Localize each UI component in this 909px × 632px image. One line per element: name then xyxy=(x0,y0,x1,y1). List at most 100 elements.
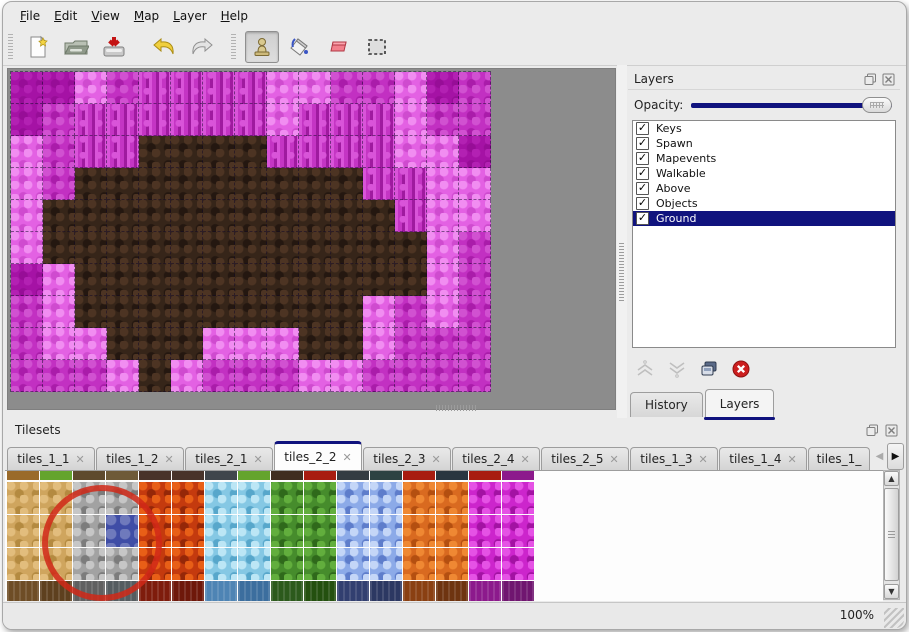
map-tile[interactable] xyxy=(395,72,427,104)
tileset-tile[interactable] xyxy=(7,471,39,480)
map-tile[interactable] xyxy=(75,104,107,136)
close-tab-icon[interactable]: ✕ xyxy=(342,450,352,464)
map-tile[interactable] xyxy=(395,232,427,264)
map-tile[interactable] xyxy=(107,72,139,104)
map-tile[interactable] xyxy=(331,168,363,200)
map-tile[interactable] xyxy=(171,296,203,328)
map-tile[interactable] xyxy=(171,264,203,296)
map-tile[interactable] xyxy=(235,168,267,200)
map-tile[interactable] xyxy=(139,136,171,168)
map-tile[interactable] xyxy=(427,328,459,360)
map-tile[interactable] xyxy=(139,328,171,360)
tileset-tile[interactable] xyxy=(304,548,336,580)
tileset-tile[interactable] xyxy=(139,482,171,514)
tileset-tile[interactable] xyxy=(436,548,468,580)
tileset-tile[interactable] xyxy=(403,581,435,601)
tileset-tile[interactable] xyxy=(106,581,138,601)
menu-edit[interactable]: Edit xyxy=(54,8,78,23)
tileset-tile[interactable] xyxy=(271,581,303,601)
map-tile[interactable] xyxy=(395,104,427,136)
map-tile[interactable] xyxy=(299,264,331,296)
tileset-tile[interactable] xyxy=(205,482,237,514)
map-tile[interactable] xyxy=(11,360,43,392)
float-panel-icon[interactable] xyxy=(866,424,879,437)
close-tab-icon[interactable]: ✕ xyxy=(431,452,441,466)
stamp-tool-button[interactable] xyxy=(245,31,279,63)
delete-layer-button[interactable] xyxy=(728,357,754,381)
new-file-button[interactable] xyxy=(22,32,54,62)
map-tile[interactable] xyxy=(395,360,427,392)
layer-row-above[interactable]: ✓ Above xyxy=(633,181,895,196)
tileset-tile[interactable] xyxy=(337,471,369,480)
map-tile[interactable] xyxy=(299,296,331,328)
map-tile[interactable] xyxy=(203,296,235,328)
map-tile[interactable] xyxy=(171,232,203,264)
map-tile[interactable] xyxy=(459,72,491,104)
map-tile[interactable] xyxy=(139,200,171,232)
menu-map[interactable]: Map xyxy=(133,8,160,23)
tileset-tab-tiles_2_3[interactable]: tiles_2_3 ✕ xyxy=(363,447,451,470)
map-tile[interactable] xyxy=(299,168,331,200)
map-tile[interactable] xyxy=(267,136,299,168)
tileset-tab-tiles_2_4[interactable]: tiles_2_4 ✕ xyxy=(452,447,540,470)
tileset-tile[interactable] xyxy=(205,548,237,580)
tileset-tile[interactable] xyxy=(139,471,171,480)
tileset-tile[interactable] xyxy=(73,548,105,580)
map-tile[interactable] xyxy=(267,104,299,136)
map-tile[interactable] xyxy=(363,264,395,296)
tileset-content[interactable] xyxy=(5,470,883,601)
tileset-tile[interactable] xyxy=(304,482,336,514)
tileset-tab-tiles_2_2[interactable]: tiles_2_2 ✕ xyxy=(274,441,362,470)
map-tile[interactable] xyxy=(363,232,395,264)
float-panel-icon[interactable] xyxy=(864,73,877,86)
save-button[interactable] xyxy=(98,32,130,62)
tileset-tile[interactable] xyxy=(436,515,468,547)
map-tile[interactable] xyxy=(43,264,75,296)
tileset-tile[interactable] xyxy=(502,471,534,480)
map-tile[interactable] xyxy=(43,72,75,104)
map-tile[interactable] xyxy=(299,328,331,360)
map-tile[interactable] xyxy=(331,296,363,328)
tileset-tile[interactable] xyxy=(337,581,369,601)
tileset-tile[interactable] xyxy=(7,548,39,580)
map-tile[interactable] xyxy=(43,200,75,232)
menu-file[interactable]: File xyxy=(20,8,41,23)
tileset-tile[interactable] xyxy=(139,515,171,547)
map-tile[interactable] xyxy=(75,328,107,360)
map-tile[interactable] xyxy=(235,200,267,232)
horizontal-splitter-grip[interactable] xyxy=(436,405,478,411)
tileset-tile[interactable] xyxy=(271,515,303,547)
map-tile[interactable] xyxy=(363,136,395,168)
tileset-tile[interactable] xyxy=(106,471,138,480)
scroll-tabs-right-icon[interactable]: ▶ xyxy=(887,443,904,470)
menu-view[interactable]: View xyxy=(91,8,120,23)
layer-row-keys[interactable]: ✓ Keys xyxy=(633,121,895,136)
tileset-tile[interactable] xyxy=(238,471,270,480)
map-tile[interactable] xyxy=(107,200,139,232)
tileset-tile[interactable] xyxy=(436,581,468,601)
map-tile[interactable] xyxy=(235,104,267,136)
map-tile[interactable] xyxy=(299,136,331,168)
tileset-tile[interactable] xyxy=(337,515,369,547)
map-tile[interactable] xyxy=(75,72,107,104)
map-tile[interactable] xyxy=(43,104,75,136)
tileset-tile[interactable] xyxy=(172,548,204,580)
map-tile[interactable] xyxy=(107,328,139,360)
map-tile[interactable] xyxy=(171,136,203,168)
layer-checkbox[interactable]: ✓ xyxy=(636,136,649,150)
tileset-tab-tiles_1_3[interactable]: tiles_1_3 ✕ xyxy=(630,447,718,470)
map-tile[interactable] xyxy=(427,200,459,232)
tileset-tile[interactable] xyxy=(139,548,171,580)
map-tile[interactable] xyxy=(331,360,363,392)
eraser-tool-button[interactable] xyxy=(323,32,355,62)
layer-row-mapevents[interactable]: ✓ Mapevents xyxy=(633,151,895,166)
tileset-tile[interactable] xyxy=(403,482,435,514)
map-tile[interactable] xyxy=(459,296,491,328)
map-tile[interactable] xyxy=(171,72,203,104)
tileset-tile[interactable] xyxy=(73,515,105,547)
tileset-tile[interactable] xyxy=(238,581,270,601)
close-tab-icon[interactable]: ✕ xyxy=(75,452,85,466)
tileset-tile[interactable] xyxy=(304,471,336,480)
map-tile[interactable] xyxy=(11,264,43,296)
map-tile[interactable] xyxy=(11,136,43,168)
